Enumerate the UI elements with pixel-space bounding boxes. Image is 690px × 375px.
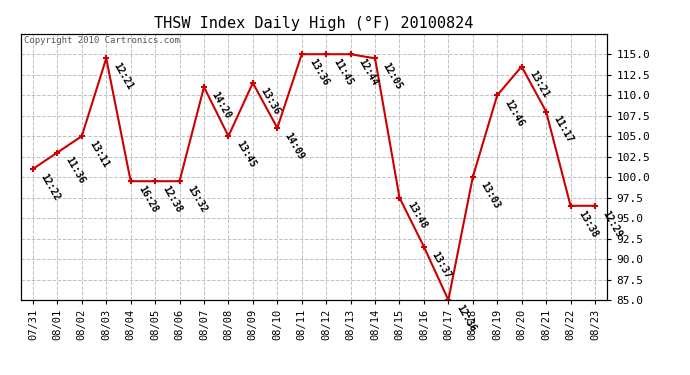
Text: 14:09: 14:09	[283, 131, 306, 161]
Text: 12:22: 12:22	[39, 172, 62, 202]
Text: 13:36: 13:36	[259, 86, 282, 116]
Text: 13:38: 13:38	[576, 209, 600, 239]
Text: 15:32: 15:32	[185, 184, 208, 214]
Text: 12:38: 12:38	[161, 184, 184, 214]
Text: 13:48: 13:48	[405, 200, 428, 231]
Text: 14:20: 14:20	[210, 90, 233, 120]
Text: 11:36: 11:36	[63, 155, 86, 186]
Text: 16:28: 16:28	[136, 184, 159, 214]
Text: 13:21: 13:21	[527, 69, 551, 100]
Text: 12:36: 12:36	[454, 303, 477, 333]
Text: 13:03: 13:03	[478, 180, 502, 210]
Text: 13:45: 13:45	[234, 139, 257, 170]
Text: 12:46: 12:46	[503, 98, 526, 128]
Text: Copyright 2010 Cartronics.com: Copyright 2010 Cartronics.com	[23, 36, 179, 45]
Text: 12:29: 12:29	[600, 209, 624, 239]
Text: 13:36: 13:36	[307, 57, 331, 87]
Title: THSW Index Daily High (°F) 20100824: THSW Index Daily High (°F) 20100824	[155, 16, 473, 31]
Text: 13:11: 13:11	[88, 139, 110, 170]
Text: 12:44: 12:44	[356, 57, 380, 87]
Text: 13:37: 13:37	[429, 249, 453, 280]
Text: 12:05: 12:05	[381, 61, 404, 92]
Text: 12:21: 12:21	[112, 61, 135, 92]
Text: 11:17: 11:17	[552, 114, 575, 145]
Text: 11:45: 11:45	[332, 57, 355, 87]
